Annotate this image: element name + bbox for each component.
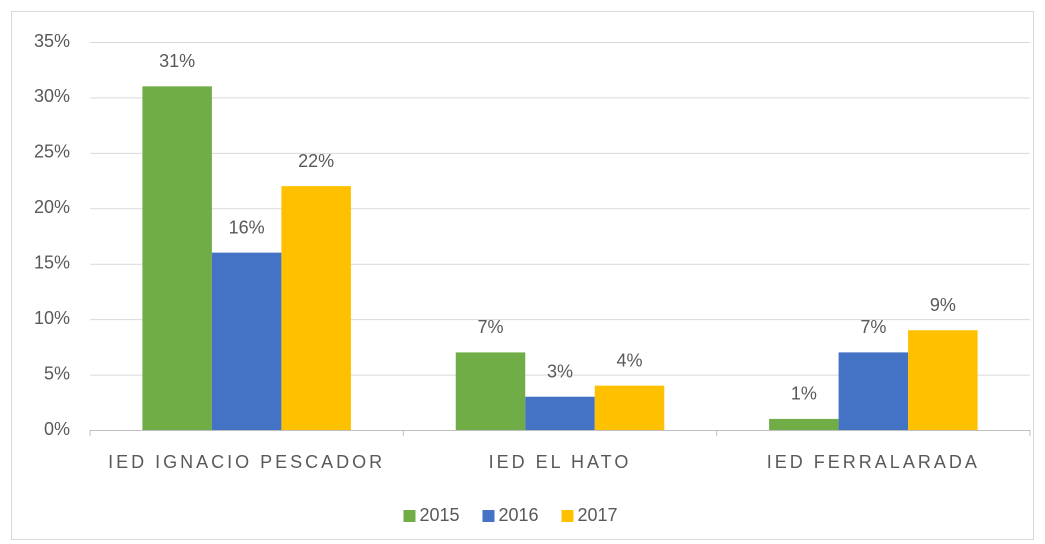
bar: [769, 418, 839, 430]
x-tick-label: IED EL HATO: [489, 452, 632, 472]
value-label: 16%: [229, 217, 265, 237]
value-label: 31%: [159, 51, 195, 71]
x-tick-label: IED FERRALARADA: [767, 452, 980, 472]
legend-label: 2017: [578, 505, 618, 525]
bar: [211, 252, 282, 430]
value-label: 1%: [791, 384, 817, 404]
y-tick-label: 5%: [44, 363, 70, 383]
y-tick-label: 15%: [34, 252, 70, 272]
legend-swatch: [482, 510, 495, 522]
value-label: 7%: [477, 317, 503, 337]
y-tick-label: 20%: [34, 197, 70, 217]
bar: [142, 86, 212, 430]
bar: [838, 352, 909, 430]
y-tick-label: 30%: [34, 86, 70, 106]
legend-label: 2016: [499, 505, 539, 525]
bar: [525, 396, 595, 430]
bar: [594, 385, 665, 430]
value-label: 3%: [547, 361, 573, 381]
value-label: 9%: [930, 295, 956, 315]
y-tick-label: 0%: [44, 419, 70, 439]
value-label: 22%: [298, 151, 334, 171]
value-label: 7%: [860, 317, 886, 337]
legend-label: 2015: [420, 505, 460, 525]
legend-swatch: [561, 510, 574, 522]
bar: [281, 186, 351, 430]
bar: [908, 330, 978, 430]
value-label: 4%: [616, 350, 642, 370]
bar: [455, 352, 526, 430]
y-tick-label: 35%: [34, 31, 70, 51]
x-tick-label: IED IGNACIO PESCADOR: [108, 452, 385, 472]
y-tick-label: 25%: [34, 142, 70, 162]
legend-swatch: [403, 510, 416, 522]
y-tick-label: 10%: [34, 308, 70, 328]
